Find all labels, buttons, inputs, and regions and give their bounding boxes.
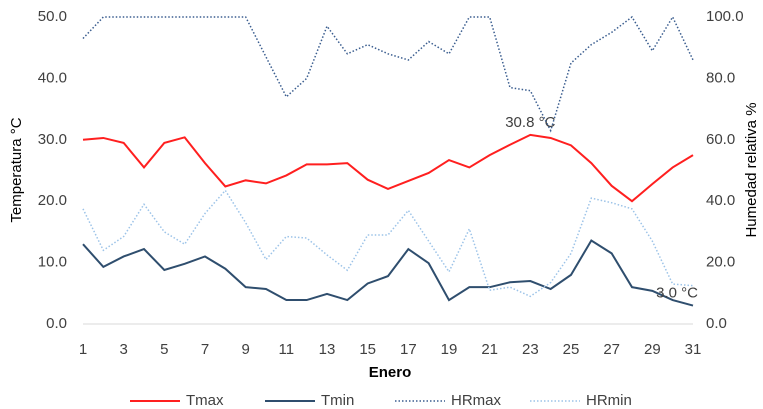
x-tick-label: 21 — [481, 341, 498, 358]
x-tick-label: 19 — [441, 341, 458, 358]
y2-tick-label: 80.0 — [706, 69, 735, 86]
x-tick-label: 1 — [79, 341, 87, 358]
x-tick-label: 27 — [603, 341, 620, 358]
y2-axis-title: Humedad relativa % — [743, 102, 760, 237]
series-line — [82, 239, 694, 307]
x-axis-title: Enero — [369, 364, 412, 381]
x-tick-label: 5 — [160, 341, 168, 358]
data-label: 3.0 °C — [656, 285, 698, 302]
series-line — [82, 189, 694, 298]
legend-label: Tmax — [186, 392, 224, 409]
y-tick-label: 40.0 — [38, 69, 67, 86]
series-line — [82, 133, 694, 203]
x-tick-label: 3 — [119, 341, 127, 358]
y-tick-label: 50.0 — [38, 8, 67, 25]
series-line — [82, 15, 694, 133]
y-tick-label: 20.0 — [38, 192, 67, 209]
legend-label: HRmax — [451, 392, 502, 409]
x-tick-label: 31 — [685, 341, 702, 358]
y2-tick-label: 0.0 — [706, 315, 727, 332]
legend-label: Tmin — [321, 392, 354, 409]
legend-label: HRmin — [586, 392, 632, 409]
x-tick-label: 29 — [644, 341, 661, 358]
x-tick-label: 25 — [563, 341, 580, 358]
x-tick-label: 11 — [279, 341, 295, 358]
y-tick-label: 30.0 — [38, 131, 67, 148]
x-tick-label: 9 — [241, 341, 249, 358]
y2-tick-label: 40.0 — [706, 192, 735, 209]
y2-tick-label: 60.0 — [706, 131, 735, 148]
x-tick-label: 7 — [201, 341, 209, 358]
data-label: 30.8 °C — [505, 114, 555, 131]
x-tick-label: 23 — [522, 341, 539, 358]
x-tick-label: 15 — [359, 341, 376, 358]
y2-tick-label: 100.0 — [706, 8, 744, 25]
y-axis-title: Temperatura °C — [8, 117, 25, 222]
y-tick-label: 0.0 — [46, 315, 67, 332]
x-tick-label: 13 — [319, 341, 336, 358]
x-tick-label: 17 — [400, 341, 417, 358]
y-tick-label: 10.0 — [38, 254, 67, 271]
y2-tick-label: 20.0 — [706, 254, 735, 271]
